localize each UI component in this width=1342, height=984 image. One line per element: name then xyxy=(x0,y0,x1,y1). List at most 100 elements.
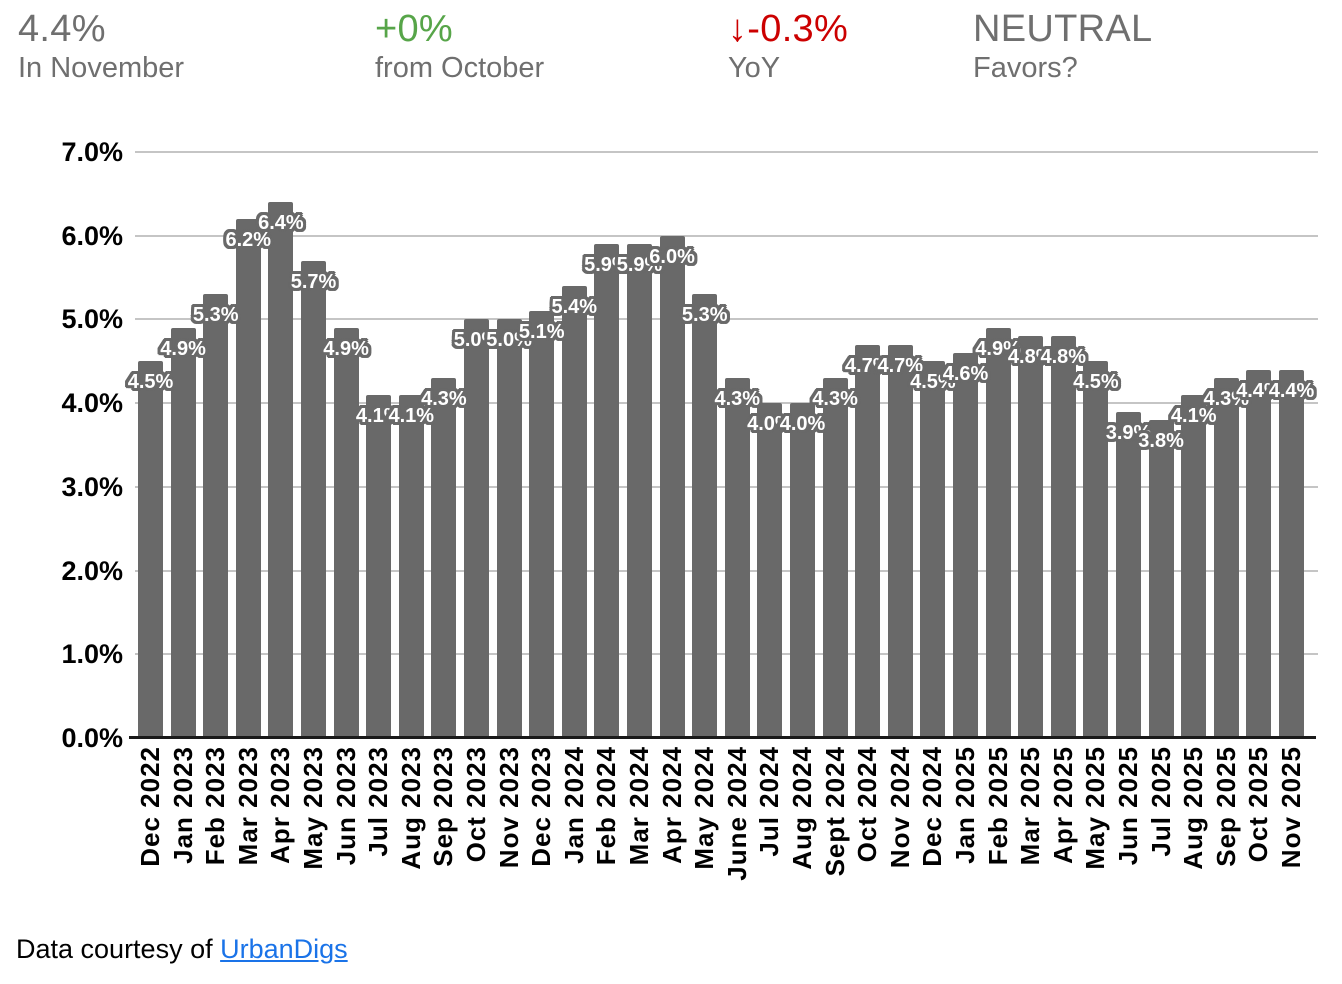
attribution-text: Data courtesy of xyxy=(16,934,221,964)
bar-value-label: 4.9% xyxy=(975,337,1021,360)
x-axis-tick-label: Nov 2024 xyxy=(884,746,916,873)
bar-value-label: 4.1% xyxy=(1170,404,1217,427)
gridline xyxy=(135,234,1318,237)
bar-value-label: 3.8% xyxy=(1138,429,1184,452)
x-axis-tick-text: June 2024 xyxy=(721,746,752,881)
x-axis-tick-text: Feb 2023 xyxy=(200,746,231,866)
x-axis-tick-label: Feb 2024 xyxy=(591,746,623,870)
bar xyxy=(724,378,750,738)
x-axis-tick-label: Apr 2025 xyxy=(1047,746,1079,869)
x-axis-tick-text: Jul 2023 xyxy=(363,746,394,857)
stat-year-over-year-label: YoY xyxy=(728,52,781,84)
x-axis-tick-label: Mar 2023 xyxy=(232,746,264,870)
x-axis-tick-label: Nov 2025 xyxy=(1276,746,1308,873)
x-axis-tick-text: Jul 2025 xyxy=(1145,746,1176,857)
x-axis-tick-text: Dec 2023 xyxy=(526,746,557,867)
x-axis-tick-label: Oct 2025 xyxy=(1243,746,1275,867)
x-axis-tick-text: Dec 2024 xyxy=(917,746,948,867)
bar-value-label: 6.4% xyxy=(258,212,304,235)
y-axis: 0.0% 1.0% 2.0% 3.0% 4.0% 5.0% 6.0% 7.0% xyxy=(0,137,125,753)
bar-value-label: 4.3% xyxy=(812,388,858,411)
x-axis-tick-label: Aug 2025 xyxy=(1178,746,1210,875)
bar xyxy=(692,294,718,738)
bar-value-label: 5.4% xyxy=(551,295,598,318)
stat-current-month-value: 4.4% xyxy=(18,8,106,50)
x-axis-tick-text: Jul 2024 xyxy=(754,746,785,857)
x-axis-tick-text: Nov 2025 xyxy=(1276,746,1306,869)
bar xyxy=(561,285,587,738)
bar xyxy=(627,244,652,738)
bar xyxy=(790,403,815,738)
y-axis-tick-label: 3.0% xyxy=(61,471,123,502)
bar xyxy=(855,344,881,738)
urbandigs-link[interactable]: UrbanDigs xyxy=(220,934,348,964)
bar-value-label: 5.3% xyxy=(681,304,728,327)
bar-value-label: 5.9% xyxy=(584,254,630,277)
x-axis-tick-text: Feb 2025 xyxy=(982,746,1013,866)
stat-current-month: 4.4% In November xyxy=(18,6,184,85)
bar-value-label: 4.1% xyxy=(388,404,435,427)
bar xyxy=(431,378,457,738)
x-axis-tick-label: Sep 2023 xyxy=(428,746,460,872)
x-axis-tick-text: Dec 2022 xyxy=(135,746,165,867)
x-axis-tick-label: June 2024 xyxy=(721,746,753,886)
stat-current-month-label: In November xyxy=(18,52,185,84)
x-axis-tick-label: Sept 2024 xyxy=(819,746,851,881)
y-axis-tick-label: 1.0% xyxy=(61,639,123,670)
bar-value-label: 5.0% xyxy=(453,329,500,352)
bar xyxy=(366,394,392,738)
x-axis-tick-text: Jan 2024 xyxy=(558,746,589,864)
stat-month-over-month: +0% from October xyxy=(375,6,544,85)
y-axis-tick-label: 6.0% xyxy=(61,220,123,251)
x-axis: Dec 2022 Jan 2023 Feb 2023 Mar 2023 Apr 2023… xyxy=(135,746,1318,896)
x-axis-tick-text: May 2024 xyxy=(689,746,720,870)
stat-year-over-year: ↓-0.3% YoY xyxy=(728,6,848,85)
bar xyxy=(953,352,978,738)
bar-value-label: 4.3% xyxy=(421,388,467,411)
bar xyxy=(333,327,359,738)
x-axis-tick-text: Nov 2023 xyxy=(493,746,524,869)
stat-year-over-year-value: ↓-0.3% xyxy=(728,8,849,50)
x-axis-tick-text: Oct 2024 xyxy=(852,746,883,863)
bar-value-label: 4.3% xyxy=(714,388,761,411)
x-axis-tick-text: Aug 2025 xyxy=(1178,746,1209,870)
bar-value-label: 4.0% xyxy=(779,413,826,436)
x-axis-tick-text: May 2023 xyxy=(298,746,328,870)
bar xyxy=(985,327,1011,738)
gridline xyxy=(135,151,1318,153)
bar xyxy=(1148,419,1174,738)
stat-market-favors-label: Favors? xyxy=(973,52,1078,84)
bar-value-label: 4.6% xyxy=(942,362,989,385)
bar-value-label: 4.5% xyxy=(910,371,956,394)
x-axis-tick-label: Oct 2023 xyxy=(461,746,493,867)
bar xyxy=(822,378,848,738)
x-axis-tick-label: Dec 2024 xyxy=(917,746,949,872)
x-axis-tick-text: Jan 2025 xyxy=(950,746,980,864)
bar-value-label: 4.8% xyxy=(1040,346,1087,369)
x-axis-tick-label: May 2024 xyxy=(689,746,721,875)
x-axis-tick-text: Aug 2024 xyxy=(787,746,817,870)
y-axis-tick-label: 4.0% xyxy=(61,388,123,419)
x-axis-tick-label: Jun 2025 xyxy=(1113,746,1145,870)
x-axis-tick-label: Sep 2025 xyxy=(1210,746,1242,872)
x-axis-tick-label: Jan 2025 xyxy=(950,746,982,869)
x-axis-tick-text: Apr 2023 xyxy=(265,746,296,864)
x-axis-tick-label: Mar 2024 xyxy=(624,746,656,870)
bar-value-label: 6.0% xyxy=(649,245,695,268)
y-axis-tick-label: 7.0% xyxy=(61,137,123,167)
bar-value-label: 4.0% xyxy=(747,413,793,436)
x-axis-tick-text: Jun 2025 xyxy=(1113,746,1143,866)
x-axis-tick-text: Oct 2023 xyxy=(461,746,491,863)
x-axis-tick-label: Apr 2024 xyxy=(656,746,688,869)
bar xyxy=(138,361,163,738)
x-axis-tick-text: Oct 2025 xyxy=(1243,746,1274,863)
x-axis-tick-label: Aug 2023 xyxy=(395,746,427,875)
x-axis-tick-text: Aug 2023 xyxy=(395,746,426,870)
x-axis-tick-label: Apr 2023 xyxy=(265,746,297,869)
x-axis-tick-label: Dec 2023 xyxy=(526,746,558,872)
x-axis-tick-text: Jan 2023 xyxy=(167,746,198,864)
stat-market-favors-value: NEUTRAL xyxy=(973,8,1153,50)
bar xyxy=(1083,361,1109,738)
bar-value-label: 4.8% xyxy=(1007,346,1054,369)
bar xyxy=(268,202,294,738)
